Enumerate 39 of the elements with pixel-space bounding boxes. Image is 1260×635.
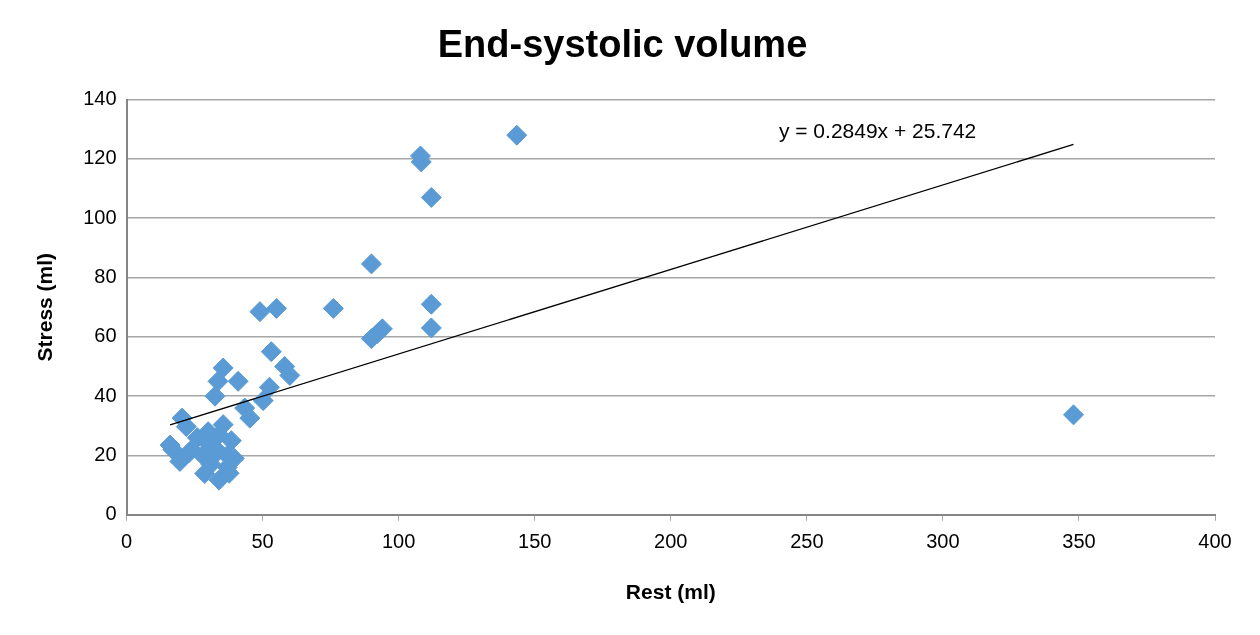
point (371, 318, 393, 340)
point (227, 370, 249, 392)
point (1063, 404, 1084, 426)
point (420, 186, 442, 208)
point (260, 341, 282, 363)
point (207, 370, 229, 392)
annotation: y = 0.2849x + 25.742 (778, 119, 977, 143)
x-tick-label: 350 (1062, 530, 1096, 553)
y-tick-label: 0 (105, 502, 117, 525)
point (212, 357, 234, 379)
x-tick-label: 300 (926, 530, 960, 553)
x-tick-label: 400 (1198, 530, 1232, 553)
y-axis-title: Stress (ml) (33, 252, 57, 362)
chart-title: End-systolic volume (437, 23, 808, 66)
y-tick-label: 120 (83, 146, 117, 169)
point (420, 317, 442, 339)
x-tick-label: 250 (790, 530, 824, 553)
y-tick-label: 80 (94, 265, 117, 288)
point (252, 390, 274, 412)
point (420, 293, 442, 315)
point (258, 376, 280, 398)
point (239, 407, 261, 429)
x-tick-label: 0 (121, 530, 133, 553)
y-tick-label: 100 (83, 205, 117, 228)
point (322, 297, 344, 319)
x-tick-label: 50 (251, 530, 274, 553)
x-tick-label: 100 (381, 530, 416, 553)
y-tick-label: 140 (83, 87, 117, 110)
point (266, 297, 287, 319)
y-tick-label: 60 (94, 324, 117, 347)
x-tick-label: 150 (518, 530, 552, 553)
point (506, 124, 528, 146)
x-axis-title: Rest (ml) (625, 580, 716, 604)
point (204, 385, 226, 407)
point (360, 253, 382, 275)
point (249, 301, 271, 323)
x-tick-label: 200 (654, 530, 688, 553)
y-tick-label: 20 (94, 443, 117, 465)
y-tick-label: 40 (94, 383, 117, 406)
